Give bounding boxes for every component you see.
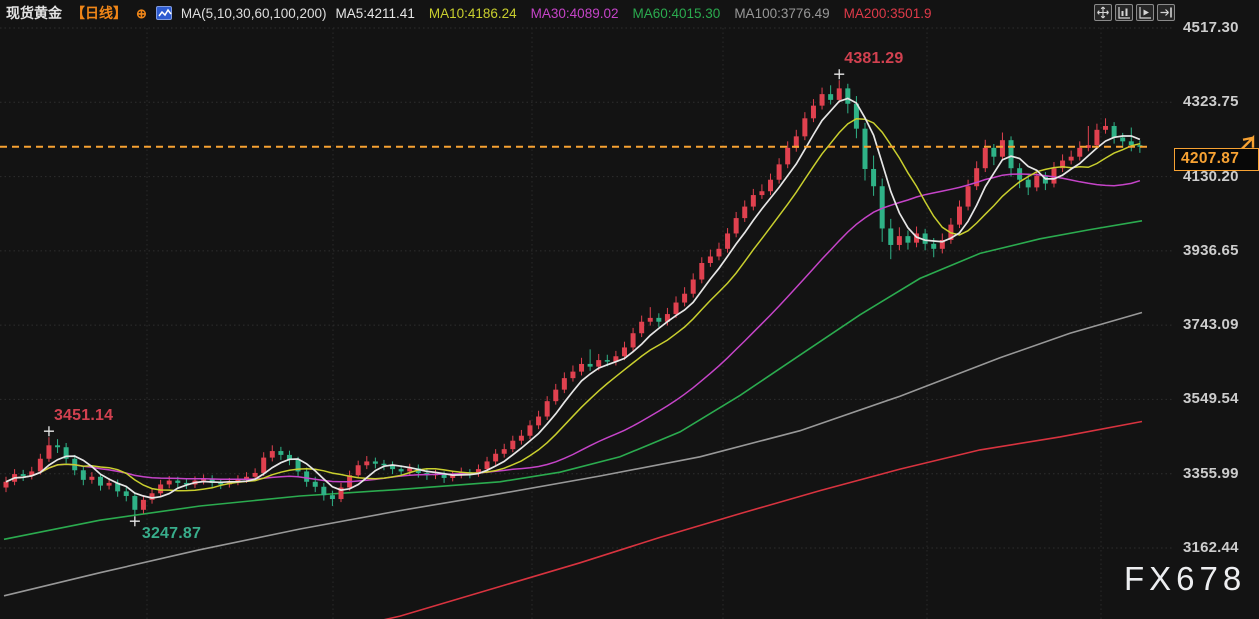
y-axis-label: 3549.54 (1183, 390, 1239, 408)
y-axis-label: 4517.30 (1183, 19, 1239, 36)
symbol-name: 现货黄金 (6, 5, 62, 21)
fit-chart-icon[interactable] (1115, 4, 1133, 21)
price-annotation: 3247.87 (141, 525, 202, 543)
extreme-cross-marker (43, 426, 54, 437)
go-to-latest-icon[interactable] (1157, 4, 1175, 21)
ma-legend-item: MA100:3776.49 (734, 5, 830, 21)
ma-line-ma30 (5, 173, 1141, 483)
ma-legend-item: MA30:4089.02 (530, 5, 619, 21)
extreme-cross-marker (129, 516, 140, 527)
ma-line-ma10 (5, 117, 1141, 492)
circle-plus-icon[interactable]: ⊕ (136, 5, 147, 21)
pan-icon[interactable] (1094, 4, 1112, 21)
chart-header: 现货黄金 【日线】 ⊕ MA(5,10,30,60,100,200) MA5:4… (6, 3, 931, 23)
y-axis-label: 3162.44 (1183, 539, 1239, 556)
ma-legend-item: MA200:3501.9 (843, 5, 932, 21)
watermark: FX678 (1124, 560, 1247, 597)
candles (3, 80, 1143, 516)
ma-params-label: MA(5,10,30,60,100,200) (180, 5, 327, 21)
y-axis-label: 3936.65 (1183, 241, 1239, 259)
ma-legend-item: MA10:4186.24 (428, 5, 517, 21)
ma-line-ma100 (3, 311, 1143, 597)
y-axis-label: 4130.20 (1183, 167, 1239, 185)
indicator-chart-icon[interactable] (155, 6, 172, 20)
latest-price-arrow-icon (1238, 134, 1255, 153)
grid (0, 27, 1172, 619)
ma-legend: MA5:4211.41 MA10:4186.24 MA30:4089.02 MA60:… (336, 6, 932, 21)
chart-toolbar (1094, 4, 1175, 21)
current-price-tag: 4207.87 (1174, 147, 1259, 171)
y-axis-label: 3355.99 (1183, 464, 1239, 482)
timeframe-label[interactable]: 【日线】 (71, 5, 127, 21)
playback-icon[interactable] (1136, 4, 1154, 21)
ma-line-ma60 (3, 220, 1143, 541)
price-annotation: 3451.14 (53, 407, 114, 425)
y-axis-label: 3743.09 (1183, 316, 1239, 334)
ma-line-ma5 (5, 97, 1141, 499)
ma-legend-item: MA5:4211.41 (335, 5, 415, 21)
extreme-cross-marker (834, 69, 845, 80)
y-axis-label: 4323.75 (1183, 93, 1239, 111)
ma-legend-item: MA60:4015.30 (632, 5, 721, 21)
price-annotation: 4381.29 (844, 50, 904, 68)
ma-line-ma200 (383, 420, 1143, 619)
